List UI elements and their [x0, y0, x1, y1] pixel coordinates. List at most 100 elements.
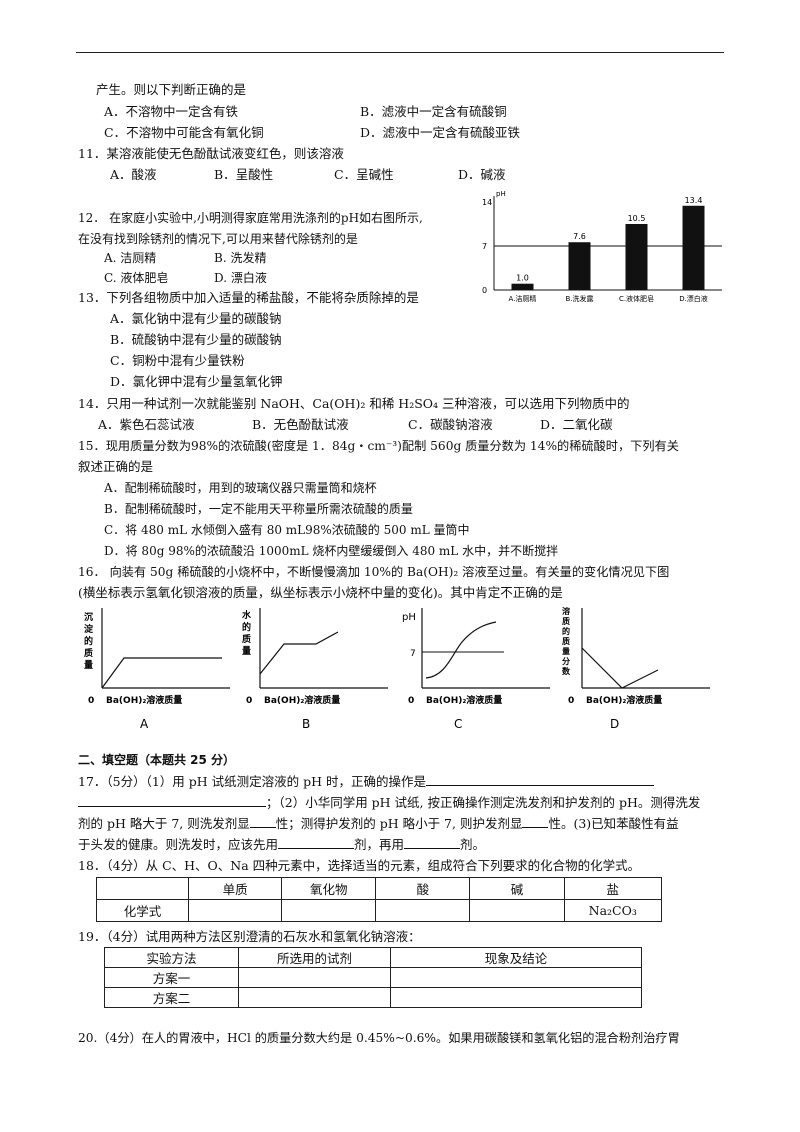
- q18-header-blank: [95, 877, 190, 900]
- q11-stem: 11．某溶液能使无色酚酞试液变红色，则该溶液: [78, 146, 344, 161]
- q18-header-salt: 盐: [563, 877, 662, 900]
- q16-graph-a: 沉 淀 的 质 量 0 Ba(OH)₂溶液质量 A: [84, 608, 230, 731]
- q14-option-a: A．紫色石蕊试液: [98, 417, 195, 432]
- q17-blank-shampoo-nature[interactable]: [249, 815, 276, 828]
- graph-a-xlabel: Ba(OH)₂溶液质量: [106, 694, 182, 706]
- graph-d-letter: D: [610, 717, 619, 731]
- q19-header-result: 现象及结论: [389, 947, 643, 968]
- section-2-heading: 二、填空题（本题共 25 分）: [78, 753, 236, 767]
- ph-y-label: pH: [496, 190, 506, 198]
- q10-tail: 产生。则以下判断正确的是: [96, 82, 247, 97]
- q18-cell-acid[interactable]: [375, 899, 471, 922]
- q17-line4-text-b: 剂，再用: [354, 837, 405, 852]
- q19-row1-result[interactable]: [389, 967, 643, 988]
- q17-line3-text-b: 性；测得护发剂的 pH 略小于 7, 则护发剂显: [275, 816, 523, 831]
- graph-b-ylabel-2: 的: [242, 621, 251, 633]
- q19-row2-reagent[interactable]: [238, 987, 391, 1008]
- q12-option-b: B. 洗发精: [214, 251, 267, 265]
- q17-line4-text-c: 剂。: [460, 837, 486, 852]
- q17-blank-conditioner-nature[interactable]: [522, 815, 549, 828]
- table-row: 方案二: [103, 987, 643, 1008]
- graph-a-ylabel-1: 沉: [84, 611, 93, 623]
- graph-b-ylabel-3: 质: [242, 633, 251, 645]
- q14-option-d: D．二氧化碳: [540, 417, 613, 432]
- graph-b-ylabel-1: 水: [242, 609, 252, 621]
- q15-stem-line2: 叙述正确的是: [78, 459, 154, 474]
- graph-d-ylabel-6: 分: [562, 656, 570, 666]
- graph-b-curve: [259, 631, 339, 675]
- q17-line2: ；（2）小华同学用 pH 试纸, 按正确操作测定洗发剂和护发剂的 pH。测得洗发: [78, 794, 700, 811]
- ph-tick-label: 7: [482, 242, 487, 251]
- graph-a-curve: [101, 657, 222, 689]
- q18-header-base: 碱: [469, 877, 565, 900]
- q13-option-b: B．硫酸钠中混有少量的碳酸钠: [110, 332, 282, 347]
- q18-cell-oxide[interactable]: [281, 899, 377, 922]
- ph-category-label: C.液体肥皂: [619, 294, 654, 303]
- q17-line4-text-a: 于头发的健康。则洗发时，应该先用: [78, 837, 279, 852]
- q11-option-b: B．呈酸性: [214, 167, 274, 182]
- graph-c-curve: [425, 621, 497, 679]
- q18-header-element: 单质: [188, 877, 283, 900]
- ph-data-label: 7.6: [573, 232, 586, 241]
- q10-option-d: D．滤液中一定含有硫酸亚铁: [360, 125, 521, 140]
- ph-bar: [511, 283, 534, 290]
- q11-option-d: D．碱液: [458, 167, 506, 182]
- q12-option-d: D. 漂白液: [214, 271, 267, 285]
- q17-blank-second-agent[interactable]: [404, 836, 461, 849]
- q13-option-d: D．氯化钾中混有少量氢氧化钾: [110, 374, 283, 389]
- q17-blank-operation-1[interactable]: [426, 773, 655, 786]
- ph-data-label: 1.0: [516, 274, 529, 283]
- q18-cell-element[interactable]: [188, 899, 283, 922]
- graph-a-origin: 0: [88, 696, 94, 706]
- q15-option-b: B．配制稀硫酸时，一定不能用天平称量所需浓硫酸的质量: [104, 502, 413, 516]
- q18-cell-salt: Na₂CO₃: [563, 899, 662, 922]
- graph-b-ylabel-4: 量: [242, 645, 251, 657]
- table-row: 实验方法 所选用的试剂 现象及结论: [103, 947, 643, 968]
- graph-b-xlabel: Ba(OH)₂溶液质量: [264, 694, 340, 706]
- q15-option-d: D．将 80g 98%的浓硫酸沿 1000mL 烧杯内壁缓缓倒入 480 mL …: [104, 544, 559, 558]
- graph-d-ylabel-3: 的: [562, 626, 570, 636]
- graph-a-ylabel-2: 淀: [84, 623, 94, 635]
- q10-option-a: A．不溶物中一定含有铁: [104, 104, 239, 119]
- q18-header-acid: 酸: [375, 877, 471, 900]
- q17-blank-first-agent[interactable]: [278, 836, 355, 849]
- q10-option-c: C．不溶物中可能含有氧化铜: [104, 125, 264, 140]
- graph-c-ylabel: pH: [402, 612, 416, 623]
- graph-a-ylabel-4: 质: [84, 647, 93, 659]
- q17-line3-text-c: 性。(3)已知苯酸性有益: [548, 816, 679, 831]
- graph-c-origin: 0: [408, 696, 414, 706]
- ph-tick-label: 0: [482, 286, 487, 295]
- q12-stem-line2: 在没有找到除锈剂的情况下,可以用来替代除锈剂的是: [78, 232, 358, 246]
- q17-blank-operation-2[interactable]: [78, 794, 266, 807]
- ph-data-label: 13.4: [685, 196, 703, 205]
- graph-d-ylabel-2: 质: [562, 616, 570, 626]
- q15-stem-line1: 15．现用质量分数为98%的浓硫酸(密度是 1．84g・cm⁻³)配制 560g…: [78, 439, 679, 453]
- graph-d-ylabel-4: 质: [562, 636, 570, 646]
- graph-d-ylabel-7: 数: [562, 666, 571, 676]
- q10-option-b: B．滤液中一定含有硫酸铜: [360, 104, 507, 119]
- q19-header-reagent: 所选用的试剂: [238, 947, 391, 968]
- graph-d-ylabel-1: 溶: [562, 606, 570, 616]
- graph-c-ref-label: 7: [410, 649, 416, 659]
- ph-data-label: 10.5: [628, 214, 646, 223]
- q19-row1-reagent[interactable]: [238, 967, 391, 988]
- q13-stem: 13．下列各组物质中加入适量的稀盐酸，不能将杂质除掉的是: [78, 290, 419, 305]
- q19-row2-result[interactable]: [389, 987, 643, 1008]
- q16-graph-c: pH 7 0 Ba(OH)₂溶液质量 C: [402, 608, 550, 731]
- graph-c-letter: C: [454, 717, 462, 731]
- graph-b-letter: B: [302, 717, 310, 731]
- q16-graph-d: 溶 质 的 质 量 分 数 0 Ba(OH)₂溶液质量 D: [562, 606, 710, 731]
- q19-header-method: 实验方法: [103, 947, 240, 968]
- q18-cell-base[interactable]: [469, 899, 565, 922]
- q16-stem-line2: (横坐标表示氢氧化钡溶液的质量，纵坐标表示小烧杯中量的变化)。其中肯定不正确的是: [78, 585, 563, 600]
- q14-stem: 14．只用一种试剂一次就能鉴别 NaOH、Ca(OH)₂ 和稀 H₂SO₄ 三种…: [78, 396, 630, 411]
- q16-graph-b: 水 的 质 量 0 Ba(OH)₂溶液质量 B: [242, 608, 388, 731]
- q17-line2-text: ；（2）小华同学用 pH 试纸, 按正确操作测定洗发剂和护发剂的 pH。测得洗发: [266, 795, 701, 810]
- q20-stem: 20.（4分）在人的胃液中，HCl 的质量分数大约是 0.45%~0.6%。如果…: [78, 1031, 680, 1045]
- q19-row2-label: 方案二: [103, 987, 240, 1008]
- table-row: 单质 氧化物 酸 碱 盐: [95, 877, 662, 900]
- q14-option-c: C．碳酸钠溶液: [408, 417, 493, 432]
- q19-row1-label: 方案一: [103, 967, 240, 988]
- graph-c-xlabel: Ba(OH)₂溶液质量: [426, 694, 502, 706]
- q13-option-c: C．铜粉中混有少量铁粉: [110, 353, 245, 368]
